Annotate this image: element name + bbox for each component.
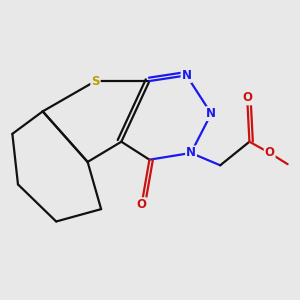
Text: N: N	[186, 146, 196, 159]
Text: N: N	[206, 107, 216, 120]
Text: O: O	[136, 198, 147, 211]
Text: N: N	[182, 69, 191, 82]
Text: O: O	[265, 146, 275, 159]
Text: O: O	[242, 92, 252, 104]
Text: S: S	[91, 74, 100, 88]
